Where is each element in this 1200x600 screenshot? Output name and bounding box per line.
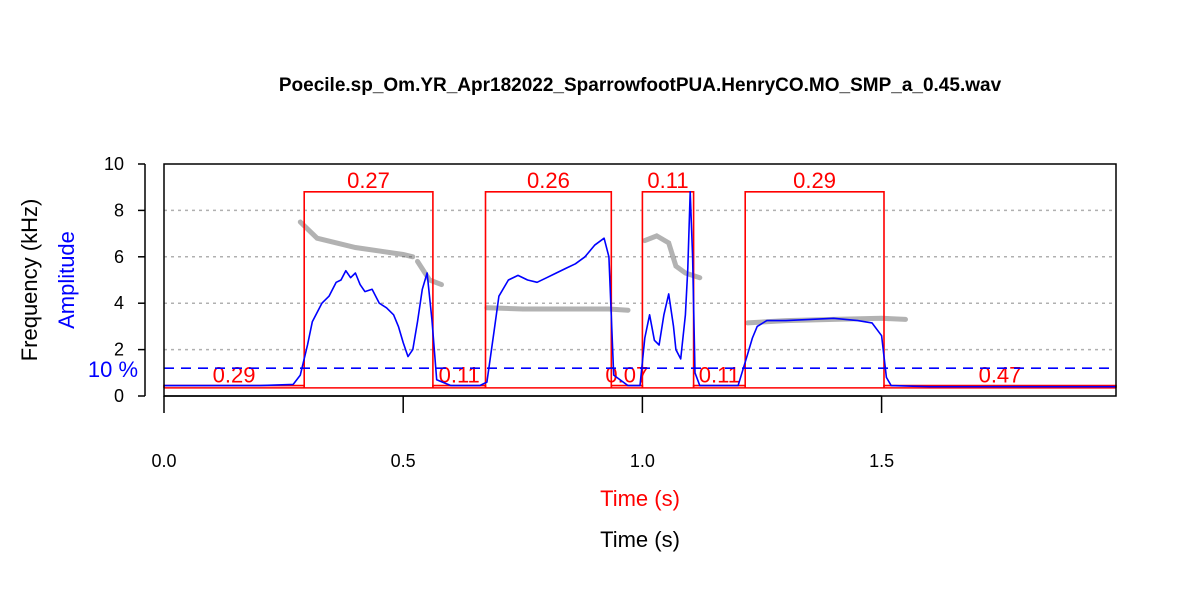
threshold-label: 10 % bbox=[88, 357, 138, 382]
spectrogram-trace-1 bbox=[297, 219, 416, 260]
spectrogram-traces bbox=[297, 219, 908, 326]
y-tick-label-10: 10 bbox=[104, 154, 124, 174]
x-tick-label-0: 0.0 bbox=[151, 451, 176, 471]
grid-lines bbox=[164, 209, 1116, 351]
spectrogram-trace-3 bbox=[484, 305, 631, 313]
x-tick-label-2: 1.0 bbox=[630, 451, 655, 471]
note-duration-label-6: 0.11 bbox=[647, 168, 688, 193]
gap-duration-label-9: 0.47 bbox=[979, 363, 1022, 388]
y-tick-label-8: 8 bbox=[114, 200, 124, 220]
note-box-8 bbox=[744, 191, 885, 388]
note-duration-label-4: 0.26 bbox=[527, 168, 570, 193]
spectrogram-trace-2 bbox=[415, 258, 444, 288]
chart-title: Poecile.sp_Om.YR_Apr182022_SparrowfootPU… bbox=[279, 75, 1002, 96]
y-tick-label-6: 6 bbox=[114, 247, 124, 267]
segment-boxes: 0.290.270.110.260.070.110.110.290.47 bbox=[163, 168, 1117, 389]
y-tick-label-4: 4 bbox=[114, 293, 124, 313]
gap-duration-label-7: 0.11 bbox=[699, 363, 740, 388]
y-tick-label-2: 2 bbox=[114, 340, 124, 360]
x-tick-label-3: 1.5 bbox=[869, 451, 894, 471]
y-axis-label-amplitude: Amplitude bbox=[54, 231, 79, 329]
gap-duration-label-1: 0.29 bbox=[213, 363, 256, 388]
envelope-line bbox=[164, 191, 1116, 388]
x-axis-label-red: Time (s) bbox=[600, 486, 680, 511]
plot-frame bbox=[163, 163, 1117, 397]
note-duration-label-2: 0.27 bbox=[347, 168, 390, 193]
x-tick-label-1: 0.5 bbox=[391, 451, 416, 471]
note-box-4 bbox=[484, 191, 613, 388]
amplitude-envelope bbox=[164, 191, 1116, 388]
axes: 0 2 4 6 8 10 0.0 0.5 1.0 1.5 bbox=[104, 154, 1117, 471]
y-tick-label-0: 0 bbox=[114, 386, 124, 406]
note-box-2 bbox=[303, 191, 434, 388]
x-axis-label: Time (s) bbox=[600, 527, 680, 552]
y-axis-label-frequency: Frequency (kHz) bbox=[17, 199, 42, 362]
note-duration-label-8: 0.29 bbox=[793, 168, 836, 193]
